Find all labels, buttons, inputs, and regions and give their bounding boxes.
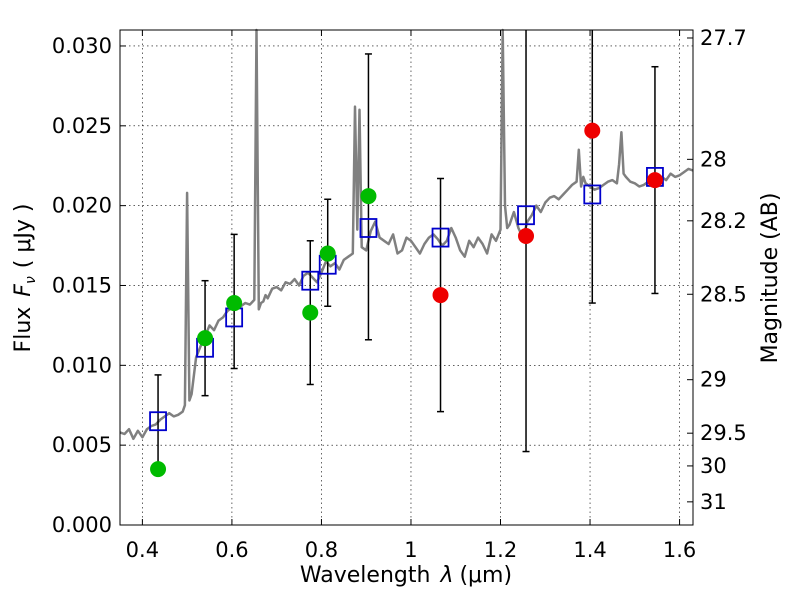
y-label-text: Flux [11,307,36,353]
x-tick-label: 0.6 [215,538,248,562]
y-tick-label: 0.015 [52,273,112,297]
observed-point-green [197,330,214,347]
right-tick-label: 30 [700,454,727,478]
data-markers [149,122,664,478]
right-tick-label: 29.5 [700,421,747,445]
observed-point-green [226,295,243,312]
x-tick-label: 1.6 [663,538,696,562]
observed-point-red [432,287,449,304]
right-tick-label: 28.2 [700,209,747,233]
model-photometry-square [583,184,602,205]
x-tick-label: 0.4 [126,538,159,562]
model-photometry-square [301,270,320,291]
right-tick-label: 28.5 [700,282,747,306]
observed-point-red [518,227,535,244]
y-tick-label: 0.000 [52,513,112,537]
right-axis-label: Magnitude (AB) [758,193,783,364]
x-label-text: Wavelength [300,563,431,588]
x-tick-label: 0.8 [305,538,338,562]
observed-point-red [646,172,663,189]
y-tick-label: 0.020 [52,194,112,218]
y-tick-label: 0.010 [52,353,112,377]
y-label-subscript: ν [23,276,39,284]
model-photometry-square [149,411,167,432]
plot-background [120,30,693,525]
y-tick-label: 0.025 [52,114,112,138]
right-tick-label: 31 [700,490,727,514]
x-axis-label: Wavelength λ (μm) [300,563,512,588]
observed-point-green [360,188,377,205]
y-label-symbol: F [11,284,36,297]
y-label-unit: ( μJy ) [11,204,36,269]
x-label-unit: (μm) [459,563,512,588]
x-tick-label: 1.4 [573,538,606,562]
model-photometry-square [431,227,450,248]
observed-point-green [319,245,336,262]
y-axis-label: Flux Fν ( μJy ) [11,204,39,353]
observed-point-red [584,122,601,139]
tick-labels: 0.4 0.6 0.8 1 1.2 1.4 1.6 0.000 0.005 0.010 0.015 0… [52,26,747,562]
y-tick-label: 0.005 [52,433,112,457]
y-tick-label: 0.030 [52,34,112,58]
model-spectrum [119,28,694,441]
axis-ticks [120,30,693,526]
x-label-symbol: λ [439,563,453,588]
spectrum-line [119,28,694,441]
model-photometry-square [359,218,378,238]
right-tick-label: 27.7 [700,26,747,50]
right-tick-label: 28 [700,147,727,171]
right-tick-label: 29 [700,368,727,392]
x-tick-label: 1.2 [484,538,517,562]
observed-point-green [302,304,319,321]
plot-frame [119,29,694,526]
x-tick-label: 1 [404,538,417,562]
model-photometry-square [517,205,535,226]
observed-point-green [150,461,167,478]
